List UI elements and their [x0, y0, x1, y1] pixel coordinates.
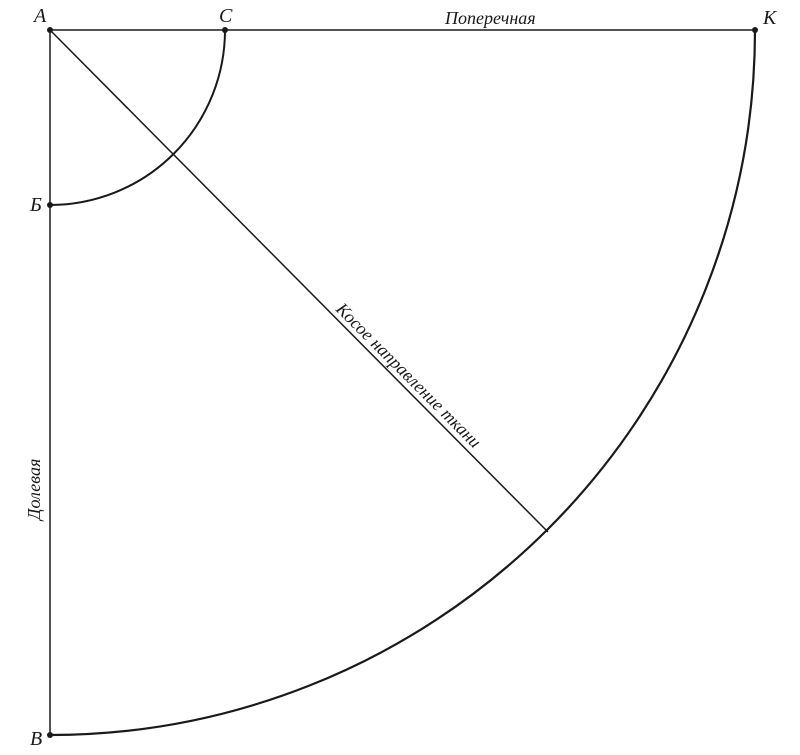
point-label-A: А: [32, 5, 47, 27]
diagonal-bias-line: [50, 30, 548, 532]
point-label-V: В: [30, 728, 42, 750]
point-B: [47, 202, 53, 208]
label-lengthwise: Долевая: [24, 459, 44, 522]
label-bias: Косое направление ткани: [331, 298, 485, 452]
point-A: [47, 27, 53, 33]
label-crosswise: Поперечная: [444, 8, 536, 28]
point-K: [752, 27, 758, 33]
point-label-C: С: [219, 5, 233, 27]
point-label-K: К: [762, 7, 778, 29]
point-label-B: Б: [29, 194, 42, 216]
point-V: [47, 732, 53, 738]
point-C: [222, 27, 228, 33]
